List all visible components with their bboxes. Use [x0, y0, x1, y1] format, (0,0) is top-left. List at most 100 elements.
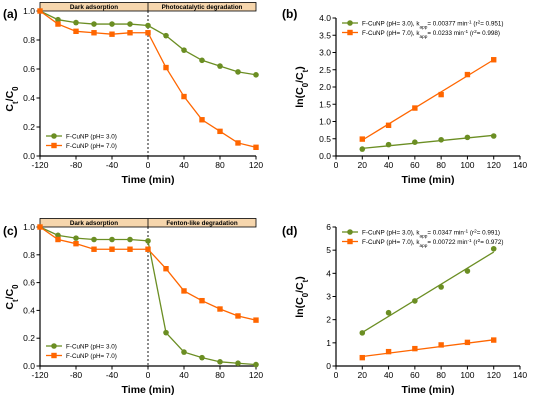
y-tick-label: 1.0	[319, 117, 331, 127]
legend: F-CuNP (pH= 3.0) F-CuNP (pH= 7.0)	[46, 133, 117, 150]
x-tick-label: 120	[249, 370, 263, 380]
y-tick-label: 2.0	[319, 82, 331, 92]
data-point	[359, 146, 366, 152]
data-point	[385, 141, 392, 148]
data-point	[199, 297, 205, 304]
y-tick-label: 1.0	[23, 6, 35, 16]
data-point	[199, 117, 205, 123]
x-tick-label: -80	[70, 160, 83, 170]
data-point	[109, 31, 115, 37]
y-tick-label: 1.0	[23, 222, 35, 232]
data-point	[491, 337, 497, 343]
data-point	[163, 64, 169, 71]
data-point	[145, 246, 151, 252]
data-point	[73, 235, 79, 241]
y-tick-label: 0.8	[23, 35, 35, 45]
legend-marker	[347, 229, 353, 235]
data-point	[109, 236, 115, 243]
y-tick-label: 2	[326, 315, 331, 325]
legend-marker	[347, 29, 353, 36]
data-point	[109, 21, 115, 27]
x-axis-title: Time (min)	[402, 384, 455, 396]
legend-marker	[51, 352, 57, 359]
y-tick-label: 2.5	[319, 65, 331, 75]
data-point	[491, 57, 497, 63]
legend-entry: F-CuNP (pH= 3.0), kapp= 0.00377 min-1 (r…	[362, 19, 504, 30]
x-tick-label: 80	[215, 160, 225, 170]
fit-line	[361, 59, 495, 141]
y-tick-label: 0.8	[23, 250, 35, 260]
data-point	[235, 69, 241, 75]
x-tick-label: 0	[334, 160, 339, 170]
x-tick-label: 40	[179, 160, 189, 170]
y-tick-label: 0.5	[319, 134, 331, 144]
panel-label: (b)	[282, 7, 297, 21]
legend-entry: F-CuNP (pH= 7.0)	[66, 353, 117, 360]
y-tick-label: 4.0	[319, 13, 331, 23]
data-point	[385, 122, 392, 128]
series-2	[359, 337, 497, 361]
x-tick-label: 80	[436, 160, 446, 170]
x-tick-label: 0	[146, 370, 151, 380]
y-tick-label: 0	[326, 361, 331, 371]
y-axis-title: ln(C0/Ct)	[294, 66, 310, 107]
y-tick-label: 3.5	[319, 30, 331, 40]
data-point	[359, 354, 365, 361]
series-2	[37, 8, 259, 150]
y-tick-label: 0.6	[23, 64, 35, 74]
data-point	[359, 136, 365, 142]
panel-label: (c)	[3, 224, 18, 238]
series-2	[37, 224, 259, 323]
data-point	[464, 134, 471, 141]
legend-entry: F-CuNP (pH= 3.0), kapp= 0.0347 min-1 (r2…	[362, 228, 500, 239]
x-tick-label: 60	[410, 370, 420, 380]
x-tick-label: 120	[487, 370, 501, 380]
data-point	[464, 339, 471, 346]
x-axis-title: Time (min)	[402, 174, 455, 186]
data-point	[385, 309, 392, 316]
data-point	[181, 349, 187, 355]
fit-line	[362, 134, 494, 150]
data-point	[464, 268, 471, 274]
phase-label-degradation: Photocatalytic degradation	[162, 4, 243, 11]
x-tick-label: -80	[70, 370, 83, 380]
y-tick-label: 0.4	[23, 93, 35, 103]
y-tick-label: 0.6	[23, 278, 35, 288]
data-point	[145, 238, 151, 244]
data-point	[55, 232, 61, 239]
data-point	[145, 30, 151, 36]
phase-label-dark: Dark adsorption	[70, 220, 118, 227]
data-point	[412, 105, 418, 111]
data-point	[73, 19, 79, 26]
legend-marker	[347, 238, 353, 245]
data-point	[127, 21, 133, 27]
data-point	[253, 317, 259, 323]
panel-label: (d)	[282, 224, 297, 238]
data-point	[181, 288, 187, 294]
data-point	[109, 246, 115, 252]
x-tick-label: 120	[487, 160, 501, 170]
legend: F-CuNP (pH= 3.0), kapp= 0.00377 min-1 (r…	[342, 19, 504, 39]
data-point	[199, 354, 205, 361]
legend-marker	[347, 20, 353, 26]
y-tick-label: 0.0	[319, 151, 331, 161]
x-tick-label: 100	[460, 160, 474, 170]
x-tick-label: -120	[31, 370, 48, 380]
x-tick-label: 40	[179, 370, 189, 380]
data-point	[438, 136, 444, 143]
data-point	[73, 240, 79, 247]
y-axis-title: ln(C0/Ct)	[294, 276, 310, 317]
legend-entry: F-CuNP (pH= 7.0), kapp= 0.0233 min-1 (r2…	[362, 28, 500, 39]
legend-entry: F-CuNP (pH= 3.0)	[66, 343, 117, 350]
y-tick-label: 0.4	[23, 305, 35, 315]
series-1	[359, 133, 497, 152]
y-tick-label: 5	[326, 245, 331, 255]
data-point	[438, 284, 444, 290]
y-tick-label: 3	[326, 292, 331, 302]
data-point	[235, 140, 241, 146]
x-tick-label: 80	[436, 370, 446, 380]
y-tick-label: 6	[326, 222, 331, 232]
x-axis-title: Time (min)	[122, 384, 175, 396]
fit-line	[362, 339, 494, 358]
data-point	[412, 298, 418, 304]
